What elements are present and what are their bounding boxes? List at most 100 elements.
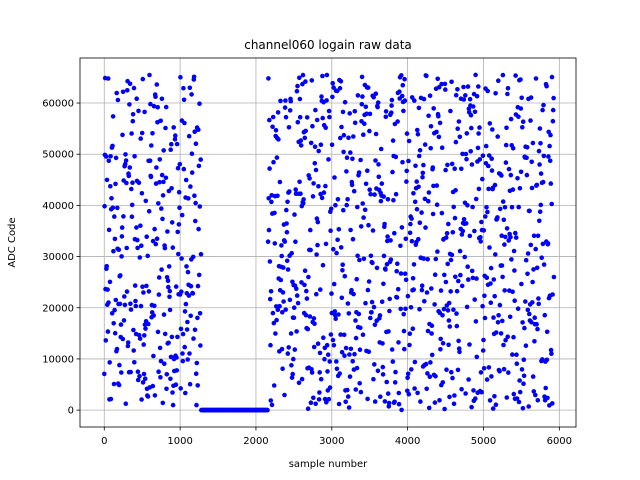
data-point	[463, 93, 468, 98]
data-point	[504, 226, 510, 231]
data-point	[532, 339, 537, 344]
data-point	[328, 206, 334, 212]
data-point	[297, 179, 302, 185]
data-point	[330, 94, 335, 100]
data-point	[538, 202, 544, 208]
data-point	[350, 236, 356, 242]
data-point	[394, 295, 400, 300]
data-point	[459, 386, 464, 392]
data-point	[519, 367, 525, 372]
data-point	[391, 197, 396, 203]
data-point	[412, 359, 418, 365]
data-point	[518, 106, 524, 111]
data-point	[288, 331, 294, 336]
data-point	[169, 220, 175, 225]
data-point	[408, 221, 413, 227]
data-point	[502, 288, 508, 293]
data-point	[161, 312, 167, 317]
data-point	[503, 234, 508, 240]
data-point	[534, 321, 539, 327]
data-point	[195, 283, 201, 289]
data-point	[534, 265, 540, 271]
data-point	[519, 281, 524, 287]
data-point	[135, 369, 141, 375]
grid-lines	[80, 58, 576, 427]
data-point	[320, 73, 325, 79]
data-point	[476, 186, 482, 192]
data-point	[198, 343, 203, 348]
data-point	[518, 77, 523, 82]
data-point	[397, 89, 402, 94]
data-point	[162, 245, 168, 251]
data-point	[531, 267, 536, 272]
data-point	[278, 277, 284, 283]
data-point	[537, 209, 543, 214]
data-point	[413, 163, 418, 169]
data-point	[515, 306, 521, 312]
data-point	[132, 360, 137, 365]
data-point	[294, 286, 299, 292]
data-point	[405, 371, 411, 377]
data-point	[461, 97, 467, 102]
data-point	[510, 187, 516, 192]
data-point	[536, 148, 542, 154]
data-point	[372, 399, 378, 404]
data-point	[275, 110, 281, 115]
data-point	[179, 212, 185, 218]
data-point	[381, 253, 387, 259]
data-point	[406, 138, 412, 144]
data-point	[174, 355, 179, 360]
data-point	[139, 397, 144, 402]
data-point	[315, 242, 320, 248]
data-point	[110, 114, 116, 119]
data-point	[294, 329, 299, 334]
data-point	[316, 397, 322, 402]
data-point	[363, 300, 368, 306]
data-point	[191, 336, 196, 341]
data-point	[377, 313, 383, 318]
data-point	[461, 84, 466, 90]
data-point	[399, 73, 404, 78]
data-point	[466, 277, 471, 282]
data-point	[530, 279, 535, 285]
data-point	[484, 275, 490, 281]
data-point	[334, 359, 339, 364]
data-point	[149, 143, 154, 148]
data-point	[453, 92, 459, 98]
data-point	[452, 393, 457, 398]
data-point	[420, 170, 426, 176]
x-tick-label: 5000	[471, 436, 496, 447]
data-point	[282, 392, 287, 398]
data-point	[302, 268, 308, 274]
data-point	[156, 369, 161, 375]
data-point	[179, 289, 184, 295]
data-point	[501, 342, 506, 348]
data-point	[305, 326, 311, 332]
data-point	[380, 364, 386, 370]
data-point	[503, 337, 508, 343]
data-point	[330, 337, 336, 343]
data-point	[145, 394, 151, 399]
data-point	[512, 298, 517, 304]
data-point	[403, 277, 409, 283]
data-point	[283, 114, 289, 120]
data-point	[380, 341, 385, 346]
data-point	[442, 406, 447, 412]
data-point	[393, 154, 399, 160]
data-point	[340, 262, 346, 268]
data-point	[304, 296, 310, 301]
data-point	[359, 101, 365, 107]
data-point	[133, 298, 138, 304]
data-point	[179, 256, 184, 261]
y-tick-label: 60000	[42, 99, 74, 110]
data-point	[525, 307, 531, 313]
data-point	[392, 399, 397, 405]
data-point	[509, 204, 515, 210]
data-point	[303, 128, 309, 134]
data-point	[278, 98, 283, 104]
data-point	[267, 166, 272, 171]
data-point	[532, 315, 537, 321]
data-point	[117, 362, 122, 368]
data-point	[497, 206, 503, 212]
data-point	[544, 357, 550, 363]
